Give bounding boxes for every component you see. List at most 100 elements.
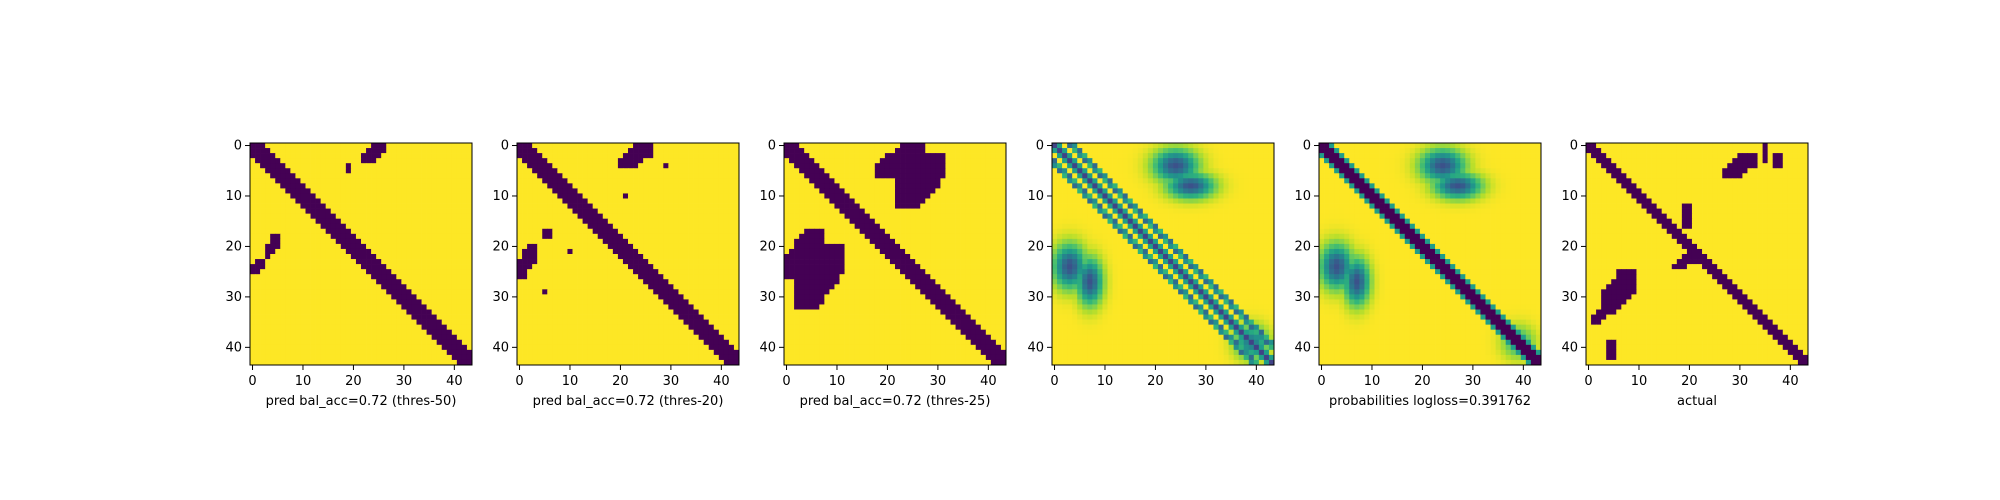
heatmap-cell [612,213,619,220]
heatmap-cell [829,264,835,270]
heatmap-cell [411,168,417,174]
heatmap-cell [275,203,281,209]
heatmap-cell [703,238,710,245]
heatmap-cell [552,218,558,225]
heatmap-cell [869,233,876,240]
heatmap-cell [335,168,342,174]
heatmap-cell [421,324,427,331]
heatmap-cell [638,238,644,245]
heatmap-cell [290,208,296,214]
heatmap-cell [718,359,725,366]
heatmap-cell [597,223,604,230]
heatmap-cell [265,289,271,295]
heatmap-cell [456,269,463,275]
heatmap-cell [718,304,725,310]
heatmap-cell [426,349,432,356]
heatmap-cell [723,233,730,240]
heatmap-cell [582,203,588,209]
heatmap-cell [421,183,427,189]
heatmap-cell [330,349,337,356]
heatmap-cell [366,274,372,280]
heatmap-cell [340,203,347,209]
heatmap-cell [406,203,412,209]
heatmap-cell [653,284,659,290]
heatmap-cell [441,324,448,331]
heatmap-cell [910,148,916,154]
heatmap-cell [980,254,987,260]
heatmap-cell [819,243,825,250]
heatmap-cell [451,309,458,315]
heatmap-cell [295,339,301,346]
heatmap-cell [718,324,725,331]
heatmap-cell [517,334,523,341]
heatmap-cell [325,304,332,310]
heatmap-cell [915,208,921,214]
heatmap-cell [451,153,458,159]
heatmap-cell [250,163,256,169]
heatmap-cell [617,153,624,159]
heatmap-cell [371,329,377,336]
heatmap-cell [451,228,458,235]
heatmap-cell [340,309,347,315]
heatmap-cell [789,158,795,164]
heatmap-cell [673,344,679,351]
heatmap-cell [567,238,573,245]
heatmap-cell [678,349,684,356]
heatmap-cell [275,248,281,255]
heatmap-cell [265,228,271,235]
heatmap-cell [406,233,412,240]
heatmap-cell [446,359,453,366]
heatmap-cell [718,203,725,209]
heatmap-cell [879,203,886,209]
heatmap-cell [673,233,679,240]
heatmap-cell [607,319,614,325]
heatmap-cell [376,309,382,315]
heatmap-cell [900,259,906,265]
heatmap-cell [985,183,992,189]
heatmap-cell [431,324,438,331]
heatmap-cell [819,223,825,230]
heatmap-cell [940,193,946,199]
heatmap-cell [320,319,327,325]
heatmap-cell [683,203,689,209]
y-tick-label: 30 [492,290,509,305]
heatmap-cell [955,183,961,189]
heatmap-cell [708,243,715,250]
heatmap-cell [884,158,891,164]
heatmap-cell [376,339,382,346]
heatmap-cell [572,284,578,290]
heatmap-cell [985,148,992,154]
heatmap-cell [633,309,639,315]
heatmap-cell [441,299,448,305]
heatmap-cell [809,259,815,265]
heatmap-cell [602,269,609,275]
heatmap-cell [315,359,321,366]
heatmap-cell [990,223,997,230]
heatmap-cell [920,203,926,209]
heatmap-cell [597,299,604,305]
heatmap-cell [547,279,553,285]
heatmap-cell [315,218,321,225]
heatmap-cell [547,153,553,159]
heatmap-cell [597,193,604,199]
heatmap-cell [638,254,644,260]
heatmap-cell [295,289,301,295]
heatmap-cell [552,279,558,285]
heatmap-cell [844,208,850,214]
heatmap-cell [361,289,367,295]
heatmap-cell [461,339,468,346]
heatmap-cell [320,304,327,310]
heatmap-cell [305,158,311,164]
heatmap-cell [366,248,372,255]
heatmap-cell [854,158,861,164]
heatmap-cell [733,289,740,295]
heatmap-cell [668,289,674,295]
heatmap-cell [879,178,886,184]
heatmap-cell [900,203,906,209]
heatmap-cell [733,233,740,240]
heatmap-cell [371,324,377,331]
heatmap-cell [517,223,523,230]
heatmap-cell [950,178,956,184]
heatmap-cell [527,248,533,255]
heatmap-cell [547,233,553,240]
